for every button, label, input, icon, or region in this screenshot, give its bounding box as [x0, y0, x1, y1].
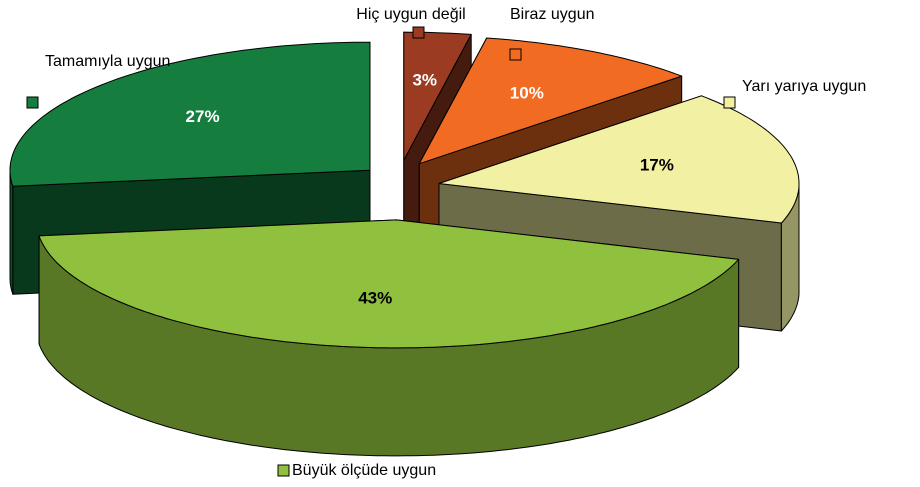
legend-label: Büyük ölçüde uygun — [292, 462, 436, 479]
legend-swatch — [412, 26, 425, 39]
slice-wall — [9, 169, 14, 295]
slice-label: 3% — [412, 71, 437, 90]
legend-swatch — [26, 96, 39, 109]
legend-swatch — [277, 464, 290, 477]
legend-label: Hiç uygun değil — [356, 6, 465, 23]
slice-top — [418, 37, 683, 165]
slice-top — [403, 31, 472, 161]
slice-top — [38, 219, 740, 349]
slice — [38, 219, 740, 457]
slice-top — [9, 41, 371, 187]
slice-label: 43% — [358, 288, 392, 307]
legend-label: Tamamıyla uygun — [45, 53, 170, 70]
slice-label: 17% — [640, 156, 674, 175]
legend-label: Biraz uygun — [510, 6, 595, 23]
legend-label: Yarı yarıya uygun — [742, 78, 866, 95]
legend-swatch — [723, 96, 736, 109]
legend-swatch — [509, 48, 522, 61]
slice-label: 27% — [186, 107, 220, 126]
slice-top — [438, 95, 800, 224]
slice-label: 10% — [510, 84, 544, 103]
